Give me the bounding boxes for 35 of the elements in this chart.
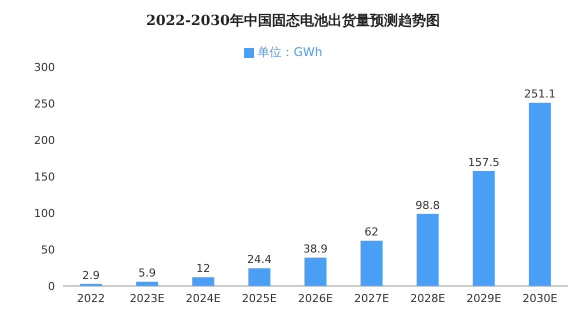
x-tick-label: 2022 xyxy=(77,292,106,305)
data-label: 5.9 xyxy=(138,266,156,280)
data-label: 12 xyxy=(196,262,210,276)
bar xyxy=(248,268,270,286)
data-label: 98.8 xyxy=(415,198,440,212)
x-tick-label: 2023E xyxy=(130,292,165,305)
data-label: 2.9 xyxy=(82,268,100,282)
x-tick-label: 2024E xyxy=(186,292,221,305)
x-tick-label: 2027E xyxy=(354,292,390,305)
bar xyxy=(304,258,326,286)
bar xyxy=(192,277,214,286)
bar xyxy=(136,282,158,286)
bar xyxy=(472,171,495,286)
legend-label: 单位：GWh xyxy=(258,45,322,59)
bar xyxy=(416,214,439,286)
y-tick-label: 50 xyxy=(41,243,55,256)
chart-title: 2022-2030年中国固态电池出货量预测趋势图 xyxy=(145,12,441,31)
x-tick-label: 2028E xyxy=(410,292,446,305)
data-label: 24.4 xyxy=(247,253,272,266)
data-label: 157.5 xyxy=(468,156,500,170)
y-tick-label: 100 xyxy=(34,206,55,220)
x-tick-label: 2025E xyxy=(242,292,277,305)
x-tick-label: 2026E xyxy=(298,292,334,305)
y-tick-label: 150 xyxy=(34,170,55,184)
y-tick-label: 200 xyxy=(34,134,55,147)
x-tick-label: 2030E xyxy=(522,292,558,305)
x-tick-label: 2029E xyxy=(466,292,502,305)
bar xyxy=(360,240,383,286)
data-label: 251.1 xyxy=(524,88,556,101)
y-tick-label: 300 xyxy=(34,60,55,74)
data-label: 62 xyxy=(364,226,379,239)
data-label: 38.9 xyxy=(303,242,328,256)
bar xyxy=(528,102,551,286)
y-tick-label: 0 xyxy=(48,280,55,293)
y-tick-label: 250 xyxy=(34,97,55,110)
